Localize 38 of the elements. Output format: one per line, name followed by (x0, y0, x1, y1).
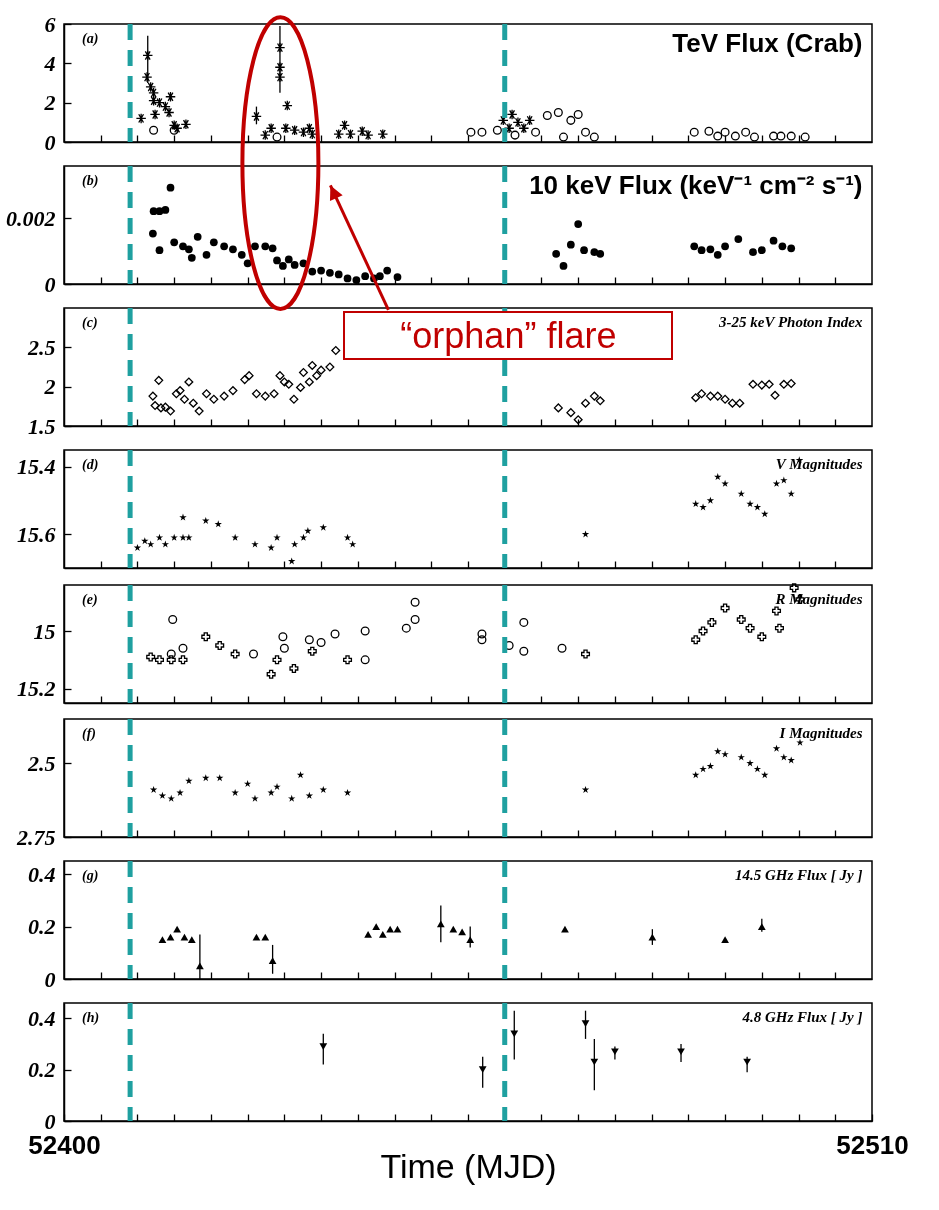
y-tick-label: 6 (44, 11, 56, 37)
annotation: (h) (82, 1010, 100, 1026)
y-tick-label: 0.4 (28, 861, 56, 887)
y-tick-label: 0.4 (28, 1005, 56, 1031)
annotation: (c) (82, 315, 98, 331)
y-axis-title: 10 keV Flux (keV⁻¹ cm⁻² s⁻¹) (529, 169, 863, 200)
x-axis-title: Time (MJD) (380, 1146, 557, 1185)
annotation: “orphan” flare (343, 310, 674, 361)
y-tick-label: 2.5 (27, 334, 56, 360)
y-axis-title: V Magnitudes (775, 455, 863, 472)
y-tick-label: 0 (44, 271, 56, 297)
y-tick-label: 0 (44, 129, 56, 155)
annotation: (a) (82, 31, 99, 47)
annotation: (e) (82, 592, 98, 608)
y-tick-label: 4 (43, 50, 56, 76)
y-tick-label: 15.4 (17, 454, 56, 480)
y-tick-label: 15 (33, 618, 56, 644)
y-axis-title: TeV Flux (Crab) (672, 27, 863, 58)
y-tick-label: 0.2 (28, 1057, 56, 1083)
y-axis-title: I Magnitudes (778, 724, 863, 741)
y-axis-title: 4.8 GHz Flux [ Jy ] (741, 1008, 863, 1025)
y-tick-label: 2 (43, 374, 56, 400)
y-tick-label: 2.75 (16, 824, 56, 850)
annotation: (g) (82, 868, 99, 884)
annotation: (d) (82, 457, 99, 473)
y-tick-label: 0.002 (6, 205, 56, 231)
y-tick-label: 0.2 (28, 914, 56, 940)
x-tick-label: 52510 (836, 1129, 909, 1160)
y-tick-label: 15.2 (17, 676, 56, 702)
y-axis-title: 14.5 GHz Flux [ Jy ] (735, 866, 863, 883)
y-tick-label: 2 (43, 90, 56, 116)
y-tick-label: 15.6 (17, 521, 56, 547)
y-tick-label: 2.5 (27, 750, 56, 776)
annotation: (b) (82, 173, 99, 189)
y-tick-label: 1.5 (28, 413, 56, 439)
annotation: (f) (82, 726, 96, 742)
y-tick-label: 0 (44, 966, 56, 992)
y-axis-title: 3-25 keV Photon Index (718, 313, 863, 330)
